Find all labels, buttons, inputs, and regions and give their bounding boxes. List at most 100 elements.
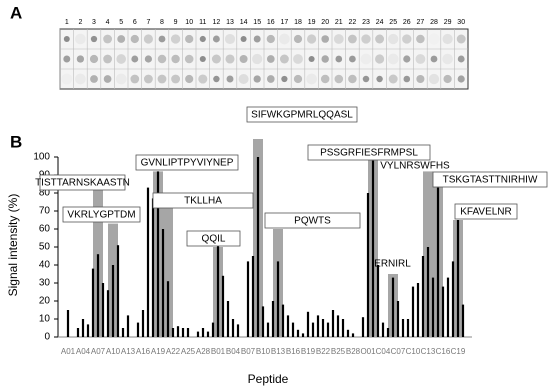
blot-spot (75, 73, 86, 85)
y-tick-label: 60 (39, 224, 51, 235)
bar (351, 333, 355, 337)
bar (261, 306, 265, 337)
bar (411, 286, 415, 337)
x-tick-label: C04 (376, 347, 391, 356)
x-tick-label: A01 (61, 347, 76, 356)
blot-spot (61, 73, 73, 85)
bar (441, 286, 445, 337)
blot-spot (225, 54, 235, 64)
blot-spot (375, 54, 385, 64)
y-tick-label: 30 (39, 278, 51, 289)
bar (181, 328, 185, 337)
x-tick-label: B25 (331, 347, 346, 356)
blot-column-label: 16 (267, 19, 275, 26)
bar (111, 265, 115, 337)
x-tick-label: B22 (316, 347, 331, 356)
bar (101, 283, 105, 337)
x-tick-label: A22 (166, 347, 181, 356)
x-tick-label: B28 (346, 347, 361, 356)
bar (391, 277, 395, 337)
blot-column-label: 10 (185, 19, 193, 26)
bar (126, 315, 130, 337)
blot-spot (211, 54, 221, 64)
bar (426, 247, 430, 337)
annotation-box (152, 192, 254, 209)
blot-spot (116, 54, 127, 64)
blot-spot (63, 36, 70, 42)
bar (141, 310, 145, 337)
blot-spot (308, 55, 315, 63)
blot-column-label: 13 (226, 19, 234, 26)
x-tick-label: A28 (196, 347, 211, 356)
bar (236, 324, 240, 337)
blot-spot (75, 33, 86, 45)
bar (321, 319, 325, 337)
blot-spot (130, 34, 139, 44)
bar (396, 301, 400, 337)
bar (206, 331, 210, 337)
bar (296, 329, 300, 337)
x-tick-label: B04 (226, 347, 241, 356)
annotation: VKRLYGPTDM (67, 210, 135, 221)
blot-spot (63, 55, 71, 63)
blot-spot (281, 75, 288, 83)
blot-column-label: 15 (253, 19, 261, 26)
bar (381, 322, 385, 337)
x-axis-label: Peptide (248, 372, 289, 386)
bar (161, 229, 165, 337)
x-tick-label: O01 (360, 347, 376, 356)
x-tick-label: B01 (211, 347, 226, 356)
blot-spot (198, 74, 208, 84)
blot-spot (170, 34, 181, 44)
bar (416, 283, 420, 337)
blot-spot (199, 55, 206, 63)
y-tick-label: 80 (39, 188, 51, 199)
blot-column-label: 29 (444, 19, 452, 26)
blot-spot (157, 54, 167, 64)
blot-spot (76, 55, 85, 63)
blot-spot (428, 73, 440, 85)
blot-spot (402, 34, 412, 44)
annotation-box (307, 144, 431, 161)
x-tick-label: A07 (91, 347, 106, 356)
blot-spot (103, 34, 112, 44)
blot-spot (376, 75, 383, 83)
x-tick-label: B13 (271, 347, 286, 356)
x-tick-label: C07 (391, 347, 406, 356)
bar (121, 328, 125, 337)
blot-spot (387, 53, 399, 65)
blot-spot (321, 35, 330, 43)
blot-spot (115, 73, 127, 85)
bar (216, 245, 220, 337)
blot-spot (157, 74, 167, 84)
blot-spot (224, 33, 236, 45)
blot-spot (293, 34, 303, 44)
y-tick-label: 100 (33, 152, 50, 163)
annotation: SIFWKGPMRLQQASL (251, 110, 353, 121)
y-tick-label: 10 (39, 314, 51, 325)
bar (341, 319, 345, 337)
blot-spot (320, 74, 330, 84)
blot-column-label: 6 (133, 19, 137, 26)
annotation: ERNIRL (374, 259, 411, 270)
y-tick-label: 0 (44, 332, 50, 343)
blot-spot (360, 53, 372, 65)
blot-spot (266, 55, 275, 63)
blot-spot (388, 74, 398, 84)
blot-spot (226, 75, 234, 83)
bar (136, 322, 140, 337)
x-tick-label: B16 (286, 347, 301, 356)
bar (271, 301, 275, 337)
blot-spot (90, 35, 98, 43)
blot-spot (212, 35, 220, 43)
bar (311, 322, 315, 337)
blot-column-label: 24 (376, 19, 384, 26)
bar (431, 277, 435, 337)
y-tick-label: 70 (39, 206, 51, 217)
bar (361, 317, 365, 337)
blot-column-label: 25 (389, 19, 397, 26)
bar (336, 315, 340, 337)
x-tick-label: A25 (181, 347, 196, 356)
bar (211, 322, 215, 337)
blot-spot (334, 74, 344, 84)
